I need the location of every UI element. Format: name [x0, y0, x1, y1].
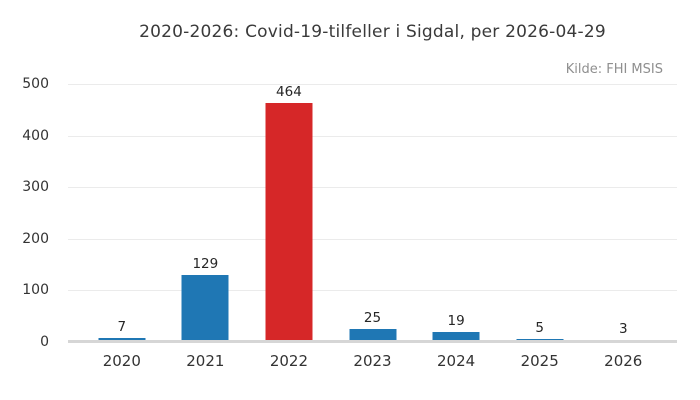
x-tick-label-2021: 2021: [186, 352, 225, 370]
y-tick-label-0: 0: [40, 334, 49, 350]
bar-value-label-2020: 7: [117, 318, 127, 335]
gridline-y-500: [68, 84, 677, 85]
bar-value-label-2022: 464: [276, 83, 302, 100]
x-tick-label-2023: 2023: [353, 352, 392, 370]
chart-title: 2020-2026: Covid-19-tilfeller i Sigdal, …: [139, 22, 606, 42]
bar-slot-2024: 19: [414, 84, 498, 342]
bar-slot-2022: 464: [247, 84, 331, 342]
gridline-y-200: [68, 238, 677, 240]
bar-slot-2025: 5: [498, 84, 582, 342]
bar-2022: [265, 103, 313, 342]
bar-slot-2020: 7: [80, 84, 164, 342]
bar-value-label-2026: 3: [618, 320, 628, 337]
bar-2024: [432, 332, 480, 342]
bar-series: 7 129 464 25 19 5 3: [68, 84, 677, 342]
y-tick-label-200: 200: [22, 230, 49, 247]
x-tick-label-2022: 2022: [269, 352, 309, 370]
x-axis: 2020 2021 2022 2023 2024 2025 2026: [68, 352, 677, 370]
bar-2021: [181, 275, 229, 342]
bar-value-label-2024: 19: [447, 312, 465, 329]
y-axis: 0 100 200 300 400 500: [0, 77, 49, 349]
x-axis-baseline: [68, 340, 677, 343]
y-tick-label-400: 400: [22, 127, 49, 144]
y-tick-label-100: 100: [22, 282, 49, 299]
bar-value-label-2023: 25: [363, 309, 382, 326]
gridline-y-400: [68, 135, 677, 137]
x-tick-label-2020: 2020: [102, 352, 141, 370]
x-tick-label-2024: 2024: [437, 352, 476, 370]
x-tick-label-2026: 2026: [604, 352, 643, 370]
source-note: Kilde: FHI MSIS: [565, 62, 663, 77]
bar-slot-2021: 129: [164, 84, 248, 342]
y-tick-label-300: 300: [22, 179, 49, 196]
bar-value-label-2025: 5: [535, 319, 544, 336]
y-tick-label-500: 500: [22, 76, 49, 92]
x-tick-label-2025: 2025: [520, 352, 559, 370]
plot-area: 7 129 464 25 19 5 3: [68, 84, 677, 343]
bar-2023: [349, 329, 397, 342]
gridline-y-300: [68, 187, 677, 189]
bar-slot-2026: 3: [581, 84, 665, 342]
bar-value-label-2021: 129: [192, 255, 219, 272]
gridline-y-100: [68, 290, 677, 292]
bar-slot-2023: 25: [331, 84, 415, 342]
